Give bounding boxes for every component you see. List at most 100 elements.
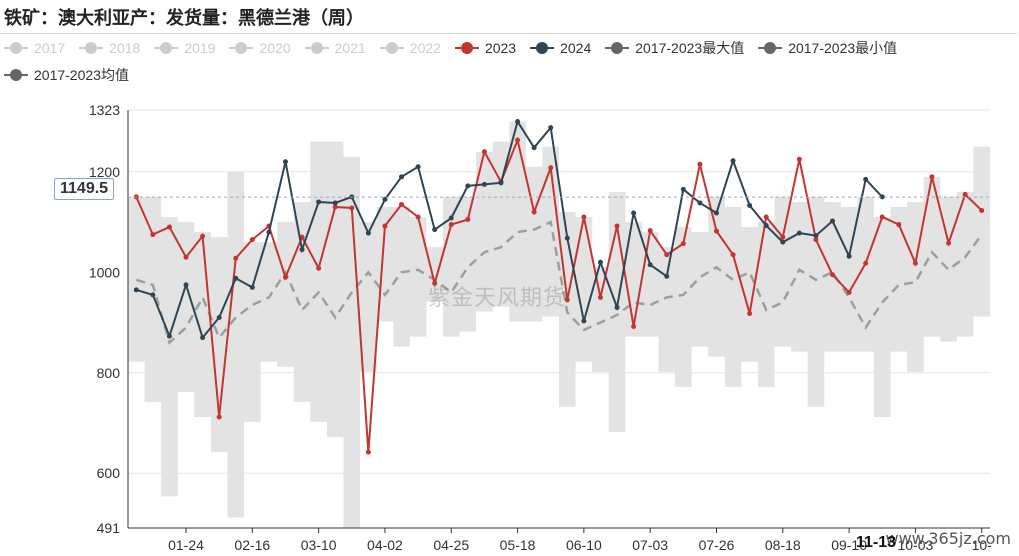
data-point-2023 bbox=[780, 234, 786, 240]
data-point-2023 bbox=[448, 222, 454, 228]
data-point-2024 bbox=[515, 119, 521, 125]
legend-label: 2017 bbox=[34, 40, 66, 56]
data-point-2024 bbox=[813, 233, 819, 239]
legend-item-2023[interactable]: 2023 bbox=[454, 38, 516, 58]
site-mark: www.365jz.com bbox=[885, 529, 1011, 548]
data-point-2023 bbox=[713, 228, 719, 234]
data-point-2023 bbox=[332, 204, 338, 210]
data-point-2023 bbox=[912, 260, 918, 266]
data-point-2023 bbox=[664, 252, 670, 258]
data-point-2023 bbox=[282, 274, 288, 280]
data-point-2024 bbox=[680, 186, 686, 192]
legend-item-2017-2023最大值[interactable]: 2017-2023最大值 bbox=[605, 38, 744, 58]
data-point-2024 bbox=[697, 200, 703, 206]
x-tick-label: 10-03 bbox=[897, 537, 933, 553]
legend-item-2017[interactable]: 2017 bbox=[4, 38, 65, 58]
legend-item-2018[interactable]: 2018 bbox=[79, 38, 140, 58]
data-point-2023 bbox=[233, 255, 239, 261]
data-point-2023 bbox=[796, 156, 802, 162]
data-point-2023 bbox=[382, 223, 388, 229]
x-tick-label: 02-16 bbox=[234, 537, 270, 553]
legend-item-2021[interactable]: 2021 bbox=[304, 38, 366, 58]
min-max-band bbox=[128, 121, 990, 528]
y-axis-pointer-label: 1149.5 bbox=[54, 178, 115, 200]
chart-title: 铁矿：澳大利亚产：发货量：黑德兰港（周） bbox=[4, 8, 364, 28]
legend-item-2024[interactable]: 2024 bbox=[530, 38, 591, 58]
legend-item-2019[interactable]: 2019 bbox=[154, 38, 215, 58]
legend-label: 2020 bbox=[259, 40, 291, 56]
data-point-2023 bbox=[962, 191, 968, 197]
data-point-2024 bbox=[365, 230, 371, 236]
data-point-2023 bbox=[747, 310, 753, 316]
legend-item-2017-2023最小值[interactable]: 2017-2023最小值 bbox=[758, 38, 897, 58]
data-point-2023 bbox=[730, 252, 736, 258]
data-point-2024 bbox=[448, 215, 454, 221]
data-point-2023 bbox=[846, 289, 852, 295]
data-point-2024 bbox=[597, 259, 603, 265]
x-tick-label: 05-18 bbox=[500, 537, 536, 553]
data-point-2023 bbox=[415, 214, 421, 220]
data-point-2023 bbox=[249, 237, 255, 243]
y-tick-label: 1323 bbox=[89, 102, 120, 118]
x-tick-label: 03-10 bbox=[301, 537, 337, 553]
data-point-2023 bbox=[216, 414, 222, 420]
data-point-2024 bbox=[763, 223, 769, 229]
data-point-2023 bbox=[830, 272, 836, 278]
legend-marker-icon bbox=[758, 42, 783, 54]
legend-marker-icon bbox=[304, 42, 329, 54]
legend-item-2017-2023均值[interactable]: 2017-2023均值 bbox=[4, 65, 129, 85]
data-point-2024 bbox=[879, 194, 885, 200]
y-tick-label: 1200 bbox=[89, 164, 120, 180]
data-point-2024 bbox=[415, 164, 421, 170]
x-tick-label: 09-10 bbox=[831, 537, 867, 553]
data-point-2024 bbox=[332, 200, 338, 206]
data-point-2024 bbox=[713, 210, 719, 216]
legend-marker-icon bbox=[530, 42, 555, 54]
data-point-2023 bbox=[481, 149, 487, 155]
legend-marker-icon bbox=[229, 42, 254, 54]
data-point-2023 bbox=[929, 174, 935, 180]
legend-label: 2021 bbox=[334, 40, 366, 56]
data-point-2023 bbox=[680, 241, 686, 247]
data-point-2024 bbox=[183, 282, 189, 288]
data-point-2023 bbox=[200, 233, 206, 239]
x-tick-label: 04-25 bbox=[433, 537, 469, 553]
data-point-2023 bbox=[614, 223, 620, 229]
series-line-2023 bbox=[135, 136, 983, 453]
legend-marker-icon bbox=[379, 42, 404, 54]
data-point-2023 bbox=[879, 214, 885, 220]
data-point-2024 bbox=[647, 262, 653, 268]
data-point-2023 bbox=[946, 240, 952, 246]
legend-marker-icon bbox=[605, 42, 630, 54]
data-point-2023 bbox=[183, 254, 189, 260]
legend-label: 2017-2023最大值 bbox=[635, 40, 745, 56]
data-point-2023 bbox=[697, 161, 703, 167]
data-point-2023 bbox=[979, 207, 985, 213]
legend-item-2022[interactable]: 2022 bbox=[379, 38, 441, 58]
legend-label: 2017-2023均值 bbox=[34, 67, 129, 83]
data-point-2024 bbox=[382, 196, 388, 202]
data-point-2024 bbox=[233, 275, 239, 281]
data-point-2023 bbox=[763, 214, 769, 220]
data-point-2024 bbox=[481, 181, 487, 187]
data-point-2023 bbox=[548, 165, 554, 171]
data-point-2024 bbox=[664, 273, 670, 279]
series-line-mean bbox=[135, 220, 983, 345]
data-point-2024 bbox=[631, 210, 637, 216]
y-tick-label: 491 bbox=[97, 520, 121, 536]
legend-marker-icon bbox=[4, 69, 28, 81]
data-point-2024 bbox=[747, 202, 753, 208]
data-point-2023 bbox=[863, 260, 869, 266]
legend-label: 2017-2023最小值 bbox=[788, 40, 898, 56]
data-point-2024 bbox=[249, 284, 255, 290]
chart-legend: 2017 2018 2019 2020 2021 2022 2023 2024 2017-202… bbox=[4, 38, 1016, 85]
title-divider bbox=[0, 33, 1017, 34]
legend-item-2020[interactable]: 2020 bbox=[229, 38, 291, 58]
legend-label: 2022 bbox=[409, 40, 441, 56]
data-point-2024 bbox=[730, 158, 736, 164]
data-point-2024 bbox=[846, 253, 852, 259]
data-point-2024 bbox=[282, 159, 288, 165]
legend-marker-icon bbox=[4, 42, 28, 54]
data-point-2024 bbox=[166, 333, 172, 339]
watermark: 紫金天风期货 bbox=[428, 285, 567, 310]
